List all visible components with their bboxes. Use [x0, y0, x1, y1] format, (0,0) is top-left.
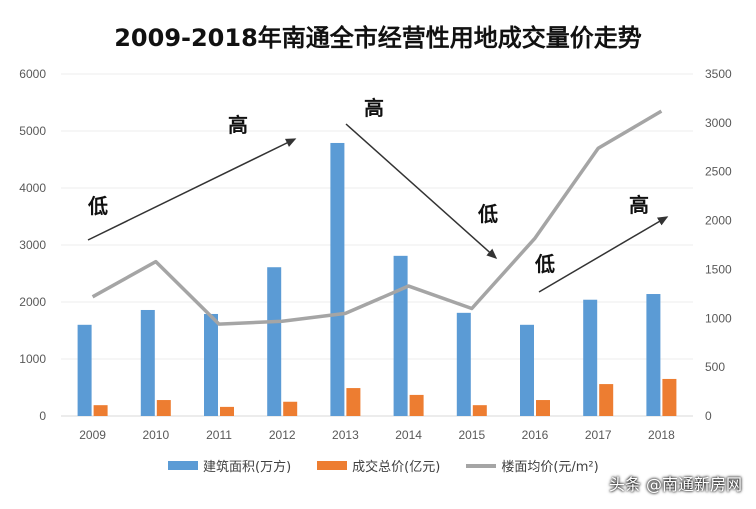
right-axis-tick: 2500: [705, 165, 732, 179]
legend-item-total: 成交总价(亿元): [317, 456, 440, 475]
legend-item-area: 建筑面积(万方): [168, 456, 291, 475]
bar-total-2016: [536, 400, 550, 416]
bar-area-2017: [583, 299, 598, 416]
x-axis-tick: 2010: [142, 428, 169, 442]
bar-area-2012: [267, 267, 282, 416]
bar-area-2014: [393, 255, 408, 416]
x-axis-tick: 2014: [395, 428, 422, 442]
right-axis-tick: 1500: [705, 262, 732, 276]
right-axis-tick: 3500: [705, 67, 732, 81]
right-axis-tick: 500: [705, 360, 725, 374]
left-axis-tick: 2000: [19, 295, 46, 309]
bar-area-2013: [330, 142, 345, 416]
annotation-label: 低: [534, 252, 555, 276]
legend-item-price: 楼面均价(元/m²): [466, 456, 599, 475]
x-axis-tick: 2011: [206, 428, 232, 442]
price-line: [91, 109, 663, 326]
legend: 建筑面积(万方) 成交总价(亿元) 楼面均价(元/m²): [168, 456, 599, 475]
bar-area-2018: [646, 294, 661, 416]
legend-label: 成交总价(亿元): [352, 460, 441, 475]
bar-area-2009: [77, 324, 92, 416]
left-axis-tick: 0: [39, 409, 46, 423]
left-axis-tick: 5000: [19, 124, 46, 138]
x-axis-tick: 2015: [458, 428, 485, 442]
right-axis-tick: 2000: [705, 214, 732, 228]
legend-swatch: [168, 461, 198, 470]
left-axis-tick: 6000: [19, 67, 46, 81]
chart-title: 2009-2018年南通全市经营性用地成交量价走势: [114, 24, 642, 52]
annotation-label: 高: [364, 96, 384, 120]
bar-total-2015: [472, 405, 487, 416]
left-axis-tick: 1000: [19, 352, 46, 366]
right-axis-tick: 1000: [705, 311, 732, 325]
trend-arrow: [87, 138, 297, 241]
x-axis-tick: 2012: [269, 428, 296, 442]
right-axis-tick: 3000: [705, 116, 732, 130]
bar-area-2016: [520, 324, 534, 416]
annotation-label: 低: [87, 194, 108, 218]
annotation-label: 高: [228, 113, 248, 137]
bar-total-2017: [599, 384, 614, 416]
x-axis-tick: 2018: [648, 428, 675, 442]
legend-label: 楼面均价(元/m²): [501, 460, 599, 475]
legend-label: 建筑面积(万方): [203, 460, 292, 475]
x-axis-tick: 2016: [522, 428, 549, 442]
bar-total-2011: [220, 406, 234, 416]
annotation-label: 低: [477, 202, 498, 226]
watermark: 头条 @南通新房网: [608, 475, 742, 494]
trend-arrow: [345, 123, 498, 259]
trend-arrow: [538, 216, 669, 293]
right-axis-tick: 0: [705, 409, 712, 423]
bar-total-2012: [283, 401, 298, 416]
left-axis-tick: 3000: [19, 238, 46, 252]
legend-swatch: [317, 461, 348, 470]
bar-total-2009: [93, 405, 108, 416]
bar-area-2011: [204, 313, 218, 416]
legend-swatch: [466, 463, 497, 468]
bar-total-2014: [409, 394, 424, 416]
bar-total-2013: [346, 388, 361, 416]
left-axis-tick: 4000: [19, 181, 46, 195]
annotation-label: 高: [629, 193, 649, 217]
bar-area-2010: [140, 309, 155, 416]
x-axis-tick: 2009: [79, 428, 106, 442]
bar-total-2018: [662, 378, 677, 416]
bar-total-2010: [156, 400, 171, 416]
x-axis-tick: 2017: [585, 428, 612, 442]
bar-area-2015: [456, 312, 471, 416]
x-axis-tick: 2013: [332, 428, 359, 442]
